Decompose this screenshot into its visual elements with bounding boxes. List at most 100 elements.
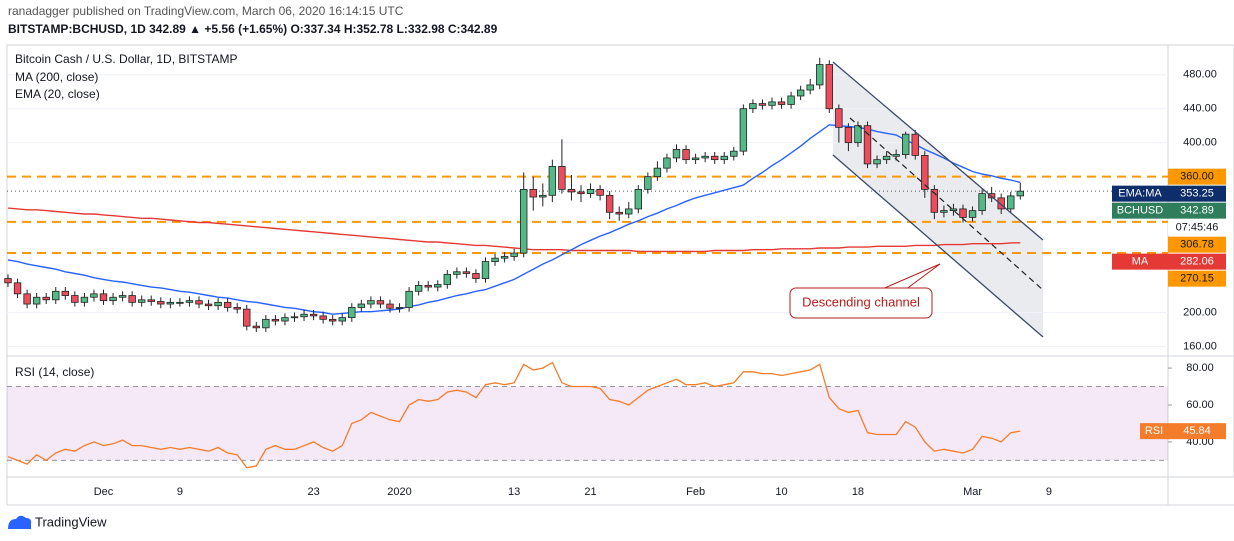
candle-body: [233, 307, 241, 310]
price-label-name: EMA:MA: [1118, 188, 1162, 200]
candle-body: [491, 257, 499, 262]
candle-body: [749, 103, 757, 110]
channel-upper: [832, 61, 1044, 241]
indicator-line: [7, 207, 1021, 253]
candle-body: [672, 149, 681, 159]
y-tick-label: 480.00: [1183, 69, 1217, 81]
candle-body: [510, 252, 518, 257]
candle-body: [128, 295, 136, 303]
candle-body: [71, 295, 79, 303]
candle-body: [137, 299, 146, 303]
candle-body: [615, 211, 623, 215]
price-label: 282.06: [1180, 256, 1214, 268]
price-label: 07:45:46: [1176, 222, 1219, 234]
candle-body: [176, 301, 184, 304]
candle-body: [281, 317, 289, 322]
candle-body: [863, 125, 872, 165]
candle-body: [453, 271, 461, 275]
candle-body: [739, 108, 748, 152]
candle-body: [768, 101, 776, 106]
candle-body: [42, 296, 50, 301]
rsi-tick-label: 60.00: [1186, 399, 1214, 411]
x-tick-label: 10: [775, 486, 787, 498]
candle-body: [548, 166, 557, 196]
candle-body: [634, 188, 642, 210]
candle-body: [367, 300, 375, 305]
candle-body: [118, 295, 127, 298]
x-tick-label: 2020: [387, 486, 411, 498]
last-price: 342.89: [149, 22, 186, 36]
price-label: 306.78: [1180, 239, 1214, 251]
legend-entry: MA (200, close): [15, 70, 98, 84]
candle-body: [816, 64, 824, 86]
change: ▲ +5.56 (+1.65%): [189, 22, 287, 36]
candle-body: [663, 157, 671, 169]
candle-body: [500, 256, 509, 259]
candle-body: [434, 284, 442, 288]
x-tick-label: Feb: [686, 486, 705, 498]
candle-body: [644, 176, 652, 190]
candle-body: [300, 313, 308, 318]
candle-body: [414, 284, 423, 292]
candle-body: [185, 300, 194, 303]
price-label-bg: [1168, 236, 1226, 253]
x-tick-label: 21: [584, 486, 596, 498]
symbol: BITSTAMP:BCHUSD, 1D: [8, 22, 146, 36]
candle-body: [682, 149, 690, 161]
candle-body: [806, 84, 814, 91]
candle-body: [902, 133, 910, 155]
candle-body: [376, 300, 385, 305]
candle-body: [462, 271, 471, 274]
callout-text: Descending channel: [802, 294, 920, 309]
logo-icon: [8, 515, 32, 529]
candle-body: [730, 150, 738, 157]
candle-body: [424, 284, 432, 288]
price-label-bg: [1140, 423, 1168, 440]
candle-body: [348, 307, 356, 319]
y-tick-label: 160.00: [1183, 340, 1217, 352]
x-tick-label: Dec: [94, 486, 114, 498]
candle-body: [577, 191, 585, 195]
candle-body: [32, 296, 41, 305]
x-tick-label: Mar: [963, 486, 982, 498]
candle-body: [625, 208, 633, 215]
candle-body: [653, 167, 662, 178]
x-tick-label: 13: [508, 486, 520, 498]
price-label-bg: [1112, 253, 1168, 270]
candle-body: [328, 318, 337, 322]
candle-body: [835, 108, 843, 128]
candle-body: [243, 308, 251, 327]
price-label-bg: [1112, 185, 1168, 202]
price-label-bg: [1168, 185, 1226, 202]
candle-body: [567, 188, 576, 193]
callout-tail: [879, 263, 941, 291]
candle-body: [109, 296, 117, 302]
candle-body: [691, 157, 700, 161]
candle-body: [949, 208, 958, 212]
candle-body: [157, 301, 165, 305]
candle-body: [52, 290, 60, 301]
candle-body: [252, 325, 260, 329]
candle-body: [395, 307, 404, 309]
candle-body: [930, 188, 939, 213]
logo: TradingView: [8, 514, 107, 529]
rsi-band: [7, 386, 1168, 461]
candle-body: [99, 293, 108, 302]
candle-body: [787, 95, 795, 105]
candle-body: [271, 318, 280, 322]
indicator-line: [7, 124, 1021, 315]
candle-body: [80, 296, 89, 303]
channel-lower: [832, 154, 1044, 338]
candle-body: [23, 293, 31, 305]
price-label: 45.84: [1183, 425, 1211, 437]
candle-body: [204, 303, 213, 307]
x-tick-label: 9: [177, 486, 183, 498]
candle-body: [61, 290, 69, 296]
y-tick-label: 400.00: [1183, 137, 1217, 149]
price-label-bg: [1112, 202, 1168, 219]
price-label: 342.89: [1180, 205, 1214, 217]
candle-body: [758, 103, 767, 106]
price-label-name: RSI: [1145, 425, 1163, 437]
price-label-bg: [1168, 168, 1226, 185]
